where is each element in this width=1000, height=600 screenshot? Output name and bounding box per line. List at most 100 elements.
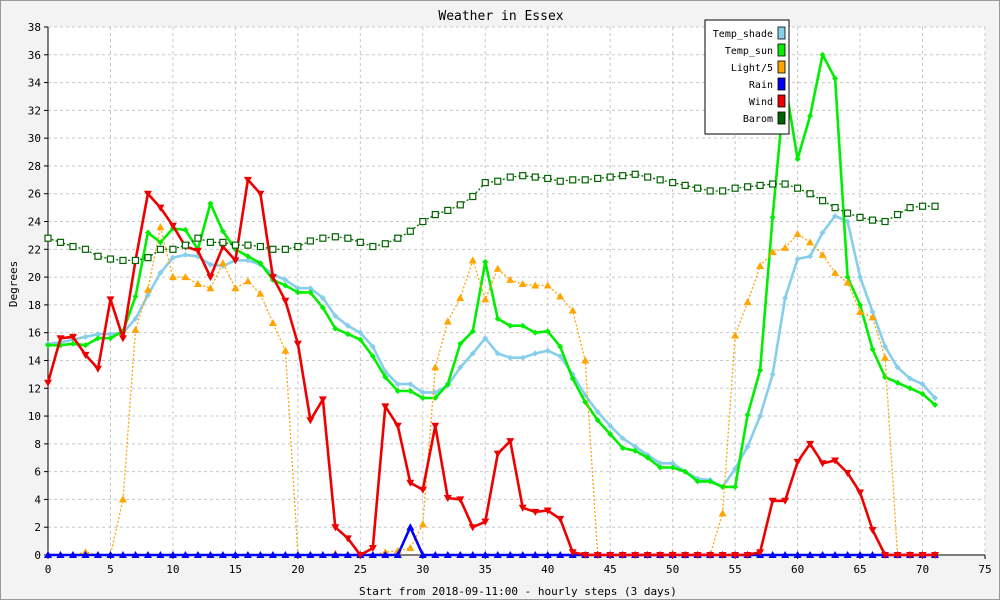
data-point-wind [93,365,102,373]
y-tick-label: 28 [28,160,41,173]
data-point-light-5 [506,275,515,283]
data-point-barom [893,210,902,219]
data-point-wind [118,335,127,343]
data-point-barom [319,234,327,242]
data-point-rain [831,551,840,558]
x-axis-label: Start from 2018-09-11:00 - hourly steps … [359,585,677,598]
data-point-temp-sun [607,431,614,438]
data-point-temp-shade [782,294,789,301]
data-point-light-5 [856,307,865,315]
data-point-light-5 [268,318,277,326]
data-point-temp-shade [182,251,189,258]
data-point-wind [731,552,740,559]
y-tick-label: 26 [28,188,41,201]
x-tick-label: 75 [978,563,991,576]
data-point-wind [706,552,715,559]
data-point-wind [693,552,702,559]
data-point-barom [506,173,514,181]
data-point-wind [643,552,652,559]
data-point-wind [868,526,877,534]
data-point-barom [681,181,689,189]
data-point-rain [306,551,315,558]
data-point-barom [856,213,864,221]
data-point-temp-sun [844,274,851,281]
data-point-rain [556,551,565,558]
data-point-wind [856,489,865,497]
data-point-light-5 [443,317,452,325]
data-point-barom [531,173,539,181]
data-point-temp-sun [432,394,439,401]
data-point-light-5 [581,356,590,364]
data-point-rain [856,551,865,558]
data-point-temp-shade [107,331,114,338]
y-tick-label: 24 [28,216,42,229]
data-point-barom [131,256,140,265]
data-point-wind [656,552,665,559]
data-point-wind [256,190,265,198]
data-point-light-5 [281,346,290,354]
data-point-wind [356,552,365,559]
data-point-temp-sun [794,156,801,162]
data-point-wind [418,486,427,494]
data-point-temp-shade [82,333,89,340]
data-point-temp-sun [657,464,664,471]
data-point-light-5 [493,264,502,272]
data-point-light-5 [218,259,227,267]
legend-label: Barom [743,114,773,125]
y-tick-label: 20 [28,271,41,284]
data-point-barom [169,245,177,253]
data-point-light-5 [156,223,165,231]
data-point-temp-shade [369,343,376,350]
data-point-temp-shade [857,274,864,281]
series-group [44,51,940,559]
data-point-rain [281,551,290,558]
data-point-light-5 [168,273,177,281]
data-point-temp-sun [894,379,901,386]
data-point-barom [419,217,427,226]
data-point-temp-sun [132,293,139,300]
data-point-wind [306,417,315,425]
legend-item: Temp_shade [713,26,786,40]
x-tick-label: 20 [291,563,304,576]
y-tick-label: 38 [28,21,41,34]
data-point-temp-sun [282,282,289,289]
y-tick-label: 22 [28,243,41,256]
data-point-barom [644,173,652,181]
data-point-barom [306,237,314,245]
data-point-temp-shade [307,285,314,292]
data-point-barom [94,252,102,260]
data-point-temp-shade [819,229,826,236]
data-point-barom [444,206,452,215]
data-point-temp-shade [894,364,901,371]
data-point-wind [818,460,827,468]
data-point-wind [481,518,490,526]
data-point-wind [331,524,340,532]
data-point-rain [518,551,527,558]
data-point-barom [744,183,752,191]
data-point-wind [518,504,527,512]
data-point-light-5 [193,280,202,288]
data-point-barom [144,254,152,262]
data-point-rain [343,551,352,558]
data-point-temp-sun [544,328,551,335]
data-point-rain [331,551,340,558]
x-tick-labels: 0 5 10 15 20 25 30 35 40 45 50 55 60 65 70 75 [45,563,992,576]
data-point-temp-shade [769,371,776,378]
data-point-barom [656,176,664,184]
data-point-wind [168,222,177,230]
data-point-barom [544,174,552,183]
data-point-barom [569,176,577,184]
legend-swatch [777,94,786,108]
data-point-barom [194,234,202,242]
data-point-wind [343,535,352,543]
data-point-wind [406,479,415,487]
data-point-light-5 [418,520,427,528]
data-point-wind [431,422,440,430]
legend-box [704,19,790,135]
data-point-temp-shade [282,276,289,283]
data-point-temp-sun [469,328,476,335]
data-point-rain [468,551,477,558]
legend-label: Temp_sun [725,46,773,57]
data-point-wind [156,204,165,212]
data-point-temp-shade [632,443,639,450]
